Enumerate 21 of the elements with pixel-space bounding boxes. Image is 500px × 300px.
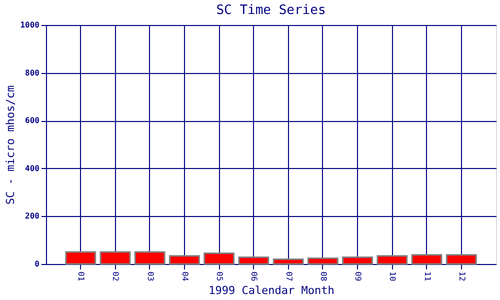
x-tick-label: 02 bbox=[111, 272, 120, 282]
x-tick-label: 06 bbox=[250, 272, 259, 282]
y-tick-label: 800 bbox=[25, 68, 40, 78]
y-tick-label: 0 bbox=[34, 260, 40, 268]
y-axis-title: SC - micro mhos/cm bbox=[4, 85, 18, 205]
x-tick-label: 05 bbox=[215, 272, 224, 282]
chart-title: SC Time Series bbox=[216, 3, 326, 18]
x-tick-label: 04 bbox=[180, 272, 190, 282]
y-tick-label: 400 bbox=[25, 164, 40, 173]
y-tick-label: 1000 bbox=[20, 20, 40, 30]
x-tick-label: 03 bbox=[146, 272, 155, 282]
y-tick-label: 200 bbox=[25, 212, 40, 221]
x-tick-label: 09 bbox=[354, 272, 363, 282]
x-tick-label: 01 bbox=[76, 272, 86, 282]
x-axis-title: 1999 Calendar Month bbox=[208, 284, 334, 298]
x-tick-label: 07 bbox=[284, 272, 294, 282]
x-tick-label: 12 bbox=[457, 272, 466, 282]
y-tick-label: 600 bbox=[25, 116, 40, 126]
x-tick-label: 11 bbox=[422, 272, 432, 282]
x-tick-label: 08 bbox=[318, 272, 328, 282]
x-tick-label: 10 bbox=[388, 272, 398, 282]
